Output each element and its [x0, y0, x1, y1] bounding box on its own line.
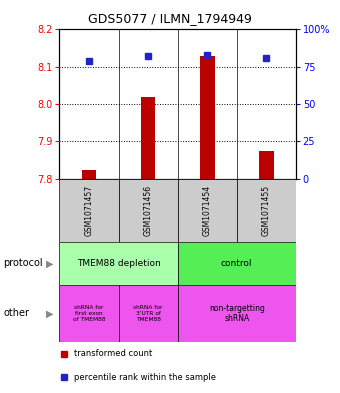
Bar: [141, 97, 155, 179]
Text: GSM1071456: GSM1071456: [143, 185, 153, 236]
Text: ▶: ▶: [46, 309, 53, 318]
Text: non-targetting
shRNA: non-targetting shRNA: [209, 304, 265, 323]
Text: GSM1071455: GSM1071455: [262, 185, 271, 236]
Text: GDS5077 / ILMN_1794949: GDS5077 / ILMN_1794949: [88, 12, 252, 25]
Text: percentile rank within the sample: percentile rank within the sample: [74, 373, 216, 382]
Bar: [59, 179, 119, 242]
Bar: [237, 179, 296, 242]
Bar: [59, 242, 177, 285]
Text: GSM1071454: GSM1071454: [203, 185, 212, 236]
Bar: [59, 285, 119, 342]
Bar: [177, 179, 237, 242]
Text: other: other: [3, 309, 29, 318]
Text: TMEM88 depletion: TMEM88 depletion: [77, 259, 160, 268]
Text: ▶: ▶: [46, 258, 53, 268]
Text: GSM1071457: GSM1071457: [85, 185, 94, 236]
Bar: [177, 285, 296, 342]
Bar: [177, 242, 296, 285]
Bar: [259, 151, 274, 179]
Bar: [119, 285, 177, 342]
Text: transformed count: transformed count: [74, 349, 152, 358]
Bar: [119, 179, 177, 242]
Text: shRNA for
3'UTR of
TMEM88: shRNA for 3'UTR of TMEM88: [133, 305, 163, 322]
Bar: [82, 170, 97, 179]
Bar: [200, 55, 215, 179]
Text: protocol: protocol: [3, 258, 43, 268]
Text: shRNA for
first exon
of TMEM88: shRNA for first exon of TMEM88: [73, 305, 105, 322]
Text: control: control: [221, 259, 253, 268]
